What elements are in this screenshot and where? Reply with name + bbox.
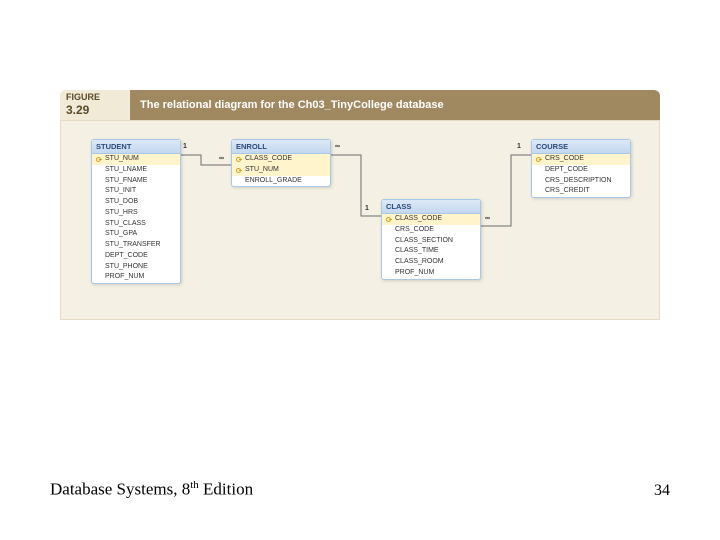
key-icon — [236, 167, 242, 173]
entity-field: STU_CLASS — [92, 219, 180, 230]
cardinality-label: ∞ — [219, 155, 224, 162]
entity-field: CLASS_ROOM — [382, 257, 480, 268]
entity-field: STU_INIT — [92, 186, 180, 197]
entity-field: CLASS_TIME — [382, 246, 480, 257]
figure-body: STUDENTSTU_NUMSTU_LNAMESTU_FNAMESTU_INIT… — [60, 120, 660, 320]
entity-field: STU_GPA — [92, 229, 180, 240]
field-label: CRS_CODE — [545, 155, 584, 164]
entity-field: STU_FNAME — [92, 176, 180, 187]
field-label: STU_FNAME — [105, 177, 147, 186]
field-label: STU_NUM — [105, 155, 139, 164]
field-label: CLASS_TIME — [395, 247, 439, 256]
entity-field: CRS_CREDIT — [532, 186, 630, 197]
figure-label: FIGURE — [66, 92, 124, 103]
field-label: CRS_CODE — [395, 226, 434, 235]
field-label: DEPT_CODE — [105, 252, 148, 261]
field-label: PROF_NUM — [105, 273, 144, 282]
figure-number-box: FIGURE 3.29 — [60, 90, 130, 120]
cardinality-label: ∞ — [485, 215, 490, 222]
entity-title: ENROLL — [232, 140, 330, 154]
entity-field: STU_LNAME — [92, 165, 180, 176]
field-label: CRS_CREDIT — [545, 187, 590, 196]
field-label: STU_INIT — [105, 187, 136, 196]
entity-enroll: ENROLLCLASS_CODE STU_NUM ENROLL_GRADE — [231, 139, 331, 187]
field-label: STU_NUM — [245, 166, 279, 175]
entity-field: DEPT_CODE — [92, 251, 180, 262]
entity-field: STU_NUM — [92, 154, 180, 165]
entity-field: CLASS_CODE — [382, 214, 480, 225]
key-icon — [96, 156, 102, 162]
cardinality-label: 1 — [517, 143, 521, 150]
footer-text-sup: th — [190, 479, 199, 491]
field-label: CLASS_CODE — [245, 155, 292, 164]
entity-field: STU_DOB — [92, 197, 180, 208]
entity-field: CRS_CODE — [382, 225, 480, 236]
entity-field: PROF_NUM — [92, 272, 180, 283]
entity-field: CRS_CODE — [532, 154, 630, 165]
entity-field: CRS_DESCRIPTION — [532, 176, 630, 187]
entity-class: CLASSCLASS_CODECRS_CODECLASS_SECTIONCLAS… — [381, 199, 481, 280]
entity-field: PROF_NUM — [382, 268, 480, 279]
field-label: STU_TRANSFER — [105, 241, 161, 250]
entity-student: STUDENTSTU_NUM STU_LNAME STU_FNAMESTU_INIT… — [91, 139, 181, 284]
field-label: PROF_NUM — [395, 269, 434, 278]
relationship-line — [331, 155, 381, 216]
cardinality-label: ∞ — [335, 143, 340, 150]
field-label: CRS_DESCRIPTION — [545, 177, 612, 186]
entity-field: STU_PHONE — [92, 262, 180, 273]
cardinality-label: 1 — [365, 205, 369, 212]
field-label: STU_HRS — [105, 209, 138, 218]
entity-title: COURSE — [532, 140, 630, 154]
entity-field: DEPT_CODE — [532, 165, 630, 176]
entity-field: ENROLL_GRADE — [232, 176, 330, 187]
field-label: STU_LNAME — [105, 166, 147, 175]
field-label: CLASS_ROOM — [395, 258, 444, 267]
entity-field: STU_TRANSFER — [92, 240, 180, 251]
key-icon — [386, 216, 392, 222]
entity-field: CLASS_SECTION — [382, 236, 480, 247]
key-icon — [236, 156, 242, 162]
figure-number: 3.29 — [66, 103, 124, 117]
entity-field: CLASS_CODE — [232, 154, 330, 165]
field-label: DEPT_CODE — [545, 166, 588, 175]
cardinality-label: 1 — [183, 143, 187, 150]
entity-field: STU_HRS — [92, 208, 180, 219]
field-label: CLASS_CODE — [395, 215, 442, 224]
key-icon — [536, 156, 542, 162]
field-label: STU_GPA — [105, 230, 137, 239]
field-label: ENROLL_GRADE — [245, 177, 302, 186]
field-label: CLASS_SECTION — [395, 237, 453, 246]
entity-title: CLASS — [382, 200, 480, 214]
field-label: STU_PHONE — [105, 263, 148, 272]
entity-title: STUDENT — [92, 140, 180, 154]
field-label: STU_DOB — [105, 198, 138, 207]
entity-course: COURSECRS_CODE DEPT_CODE CRS_DESCRIPTIONCR… — [531, 139, 631, 198]
figure-title: The relational diagram for the Ch03_Tiny… — [130, 90, 660, 120]
figure-container: FIGURE 3.29 The relational diagram for t… — [60, 90, 660, 320]
figure-header: FIGURE 3.29 The relational diagram for t… — [60, 90, 660, 120]
footer-text-pre: Database Systems, 8 — [50, 480, 190, 499]
footer-citation: Database Systems, 8th Edition — [50, 479, 253, 500]
field-label: STU_CLASS — [105, 220, 146, 229]
footer-text-post: Edition — [199, 480, 253, 499]
entity-field: STU_NUM — [232, 165, 330, 176]
page-number: 34 — [654, 482, 670, 500]
